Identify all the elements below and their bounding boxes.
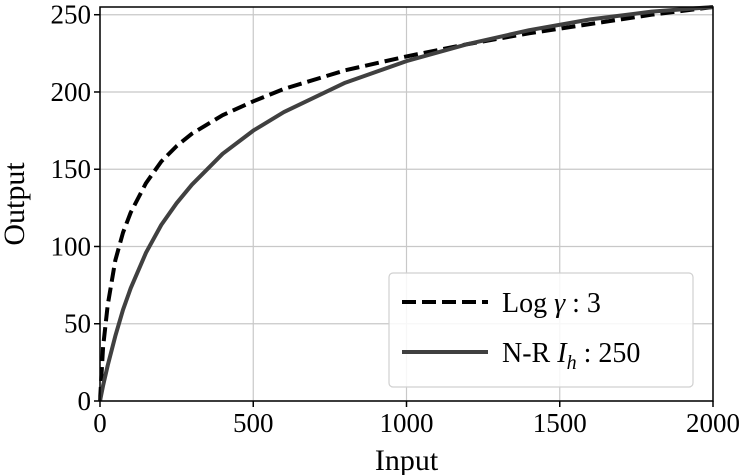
x-tick-label: 500 bbox=[233, 408, 274, 438]
x-axis-title: Input bbox=[375, 444, 439, 475]
legend-label-nr: N-R Ih : 250 bbox=[502, 338, 640, 374]
x-tick-label: 2000 bbox=[686, 408, 740, 438]
series-line-nr bbox=[98, 5, 714, 402]
legend: Log γ : 3 N-R Ih : 250 bbox=[388, 272, 694, 388]
legend-label-log: Log γ : 3 bbox=[502, 288, 601, 319]
y-axis-title: Output bbox=[0, 162, 31, 246]
legend-label-log-symbol: γ bbox=[554, 288, 566, 319]
x-tick-label: 0 bbox=[93, 408, 107, 438]
axis-ticks: 0 500 1000 1500 2000 0 50 100 150 200 250 bbox=[51, 0, 741, 438]
x-tick-label: 1000 bbox=[380, 408, 434, 438]
legend-label-log-prefix: Log bbox=[502, 288, 554, 319]
legend-label-nr-prefix: N-R bbox=[502, 338, 557, 369]
x-tick-label: 1500 bbox=[533, 408, 587, 438]
y-tick-label: 50 bbox=[64, 309, 91, 339]
legend-label-nr-symbol: I bbox=[556, 338, 568, 369]
y-tick-label: 0 bbox=[78, 386, 92, 416]
y-tick-label: 250 bbox=[51, 0, 92, 30]
series-lines bbox=[98, 5, 714, 402]
y-tick-label: 200 bbox=[51, 77, 92, 107]
series-line-log bbox=[98, 5, 714, 402]
legend-label-log-suffix: : 3 bbox=[565, 288, 601, 319]
y-tick-label: 100 bbox=[51, 231, 92, 261]
y-tick-label: 150 bbox=[51, 154, 92, 184]
legend-label-nr-suffix: : 250 bbox=[577, 338, 641, 369]
legend-label-nr-subscript: h bbox=[567, 352, 577, 374]
